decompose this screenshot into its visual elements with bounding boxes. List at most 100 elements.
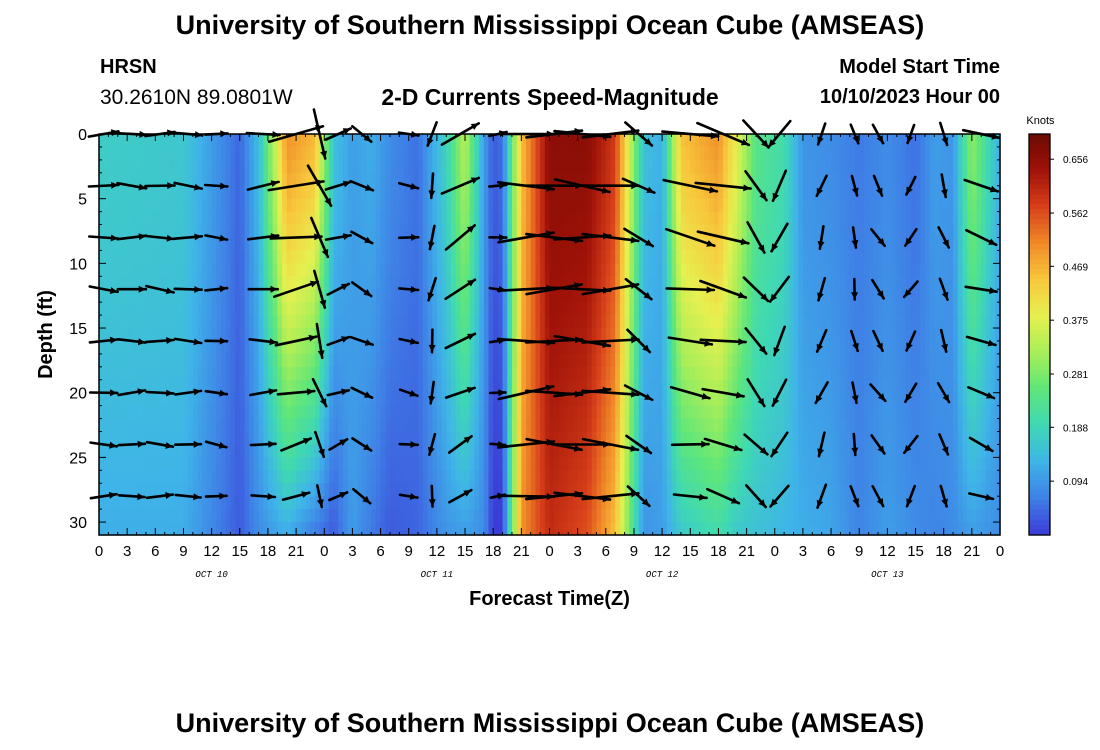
heatmap-cell bbox=[587, 457, 593, 471]
heatmap-cell bbox=[676, 340, 682, 355]
heatmap-cell bbox=[192, 353, 199, 368]
heatmap-cell bbox=[497, 431, 504, 446]
heatmap-cell bbox=[155, 263, 161, 277]
heatmap-cell bbox=[131, 353, 138, 368]
heatmap-cell bbox=[746, 392, 752, 407]
heatmap-cell bbox=[521, 444, 527, 458]
heatmap-cell bbox=[643, 250, 649, 264]
heatmap-cell bbox=[507, 353, 513, 368]
heatmap-cell bbox=[249, 483, 255, 497]
heatmap-cell bbox=[633, 405, 640, 420]
heatmap-cell bbox=[263, 328, 269, 342]
heatmap-cell bbox=[657, 470, 663, 484]
heatmap-cell bbox=[605, 431, 612, 446]
heatmap-cell bbox=[718, 522, 724, 536]
heatmap-cell bbox=[751, 328, 757, 342]
heatmap-cell bbox=[526, 276, 532, 290]
heatmap-cell bbox=[690, 315, 696, 329]
heatmap-cell bbox=[436, 444, 443, 458]
heatmap-cell bbox=[455, 496, 461, 510]
heatmap-cell bbox=[174, 289, 180, 303]
heatmap-cell bbox=[601, 302, 607, 316]
heatmap-cell bbox=[596, 237, 602, 252]
heatmap-cell bbox=[685, 172, 691, 187]
heatmap-cell bbox=[807, 496, 813, 510]
heatmap-cell bbox=[145, 405, 152, 420]
heatmap-cell bbox=[479, 457, 485, 471]
heatmap-cell bbox=[624, 366, 630, 381]
heatmap-cell bbox=[591, 198, 598, 213]
heatmap-cell bbox=[197, 340, 203, 355]
heatmap-cell bbox=[479, 405, 485, 420]
heatmap-cell bbox=[404, 444, 410, 458]
heatmap-cell bbox=[544, 302, 551, 316]
heatmap-cell bbox=[221, 198, 227, 213]
heatmap-cell bbox=[690, 185, 696, 200]
heatmap-cell bbox=[422, 418, 429, 433]
heatmap-cell bbox=[253, 392, 260, 407]
heatmap-cell bbox=[704, 263, 710, 277]
heatmap-cell bbox=[831, 134, 837, 148]
heatmap-cell bbox=[131, 509, 138, 523]
heatmap-cell bbox=[183, 134, 189, 148]
heatmap-cell bbox=[741, 185, 748, 200]
heatmap-cell bbox=[239, 302, 246, 316]
heatmap-cell bbox=[314, 211, 321, 226]
heatmap-cell bbox=[347, 353, 353, 368]
heatmap-cell bbox=[709, 211, 715, 226]
heatmap-cell bbox=[540, 444, 546, 458]
heatmap-cell bbox=[826, 237, 832, 252]
heatmap-cell bbox=[380, 328, 386, 342]
heatmap-cell bbox=[319, 366, 325, 381]
heatmap-cell bbox=[385, 315, 391, 329]
heatmap-cell bbox=[727, 392, 734, 407]
heatmap-cell bbox=[267, 405, 274, 420]
heatmap-cell bbox=[727, 470, 734, 484]
heatmap-cell bbox=[225, 224, 231, 239]
heatmap-cell bbox=[549, 405, 555, 420]
heatmap-cell bbox=[99, 366, 105, 381]
heatmap-cell bbox=[305, 457, 311, 471]
heatmap-cell bbox=[788, 392, 795, 407]
heatmap-cell bbox=[343, 159, 349, 174]
heatmap-cell bbox=[788, 198, 795, 213]
heatmap-cell bbox=[624, 340, 630, 355]
heatmap-cell bbox=[483, 392, 490, 407]
heatmap-cell bbox=[610, 444, 616, 458]
heatmap-cell bbox=[272, 237, 278, 252]
heatmap-cell bbox=[291, 185, 297, 200]
heatmap-cell bbox=[394, 289, 400, 303]
heatmap-cell bbox=[615, 237, 621, 252]
heatmap-cell bbox=[197, 405, 203, 420]
heatmap-cell bbox=[521, 392, 527, 407]
heatmap-cell bbox=[239, 237, 246, 252]
heatmap-cell bbox=[521, 470, 527, 484]
heatmap-cell bbox=[328, 483, 335, 497]
heatmap-cell bbox=[103, 237, 109, 252]
heatmap-cell bbox=[765, 328, 771, 342]
heatmap-cell bbox=[507, 470, 513, 484]
heatmap-cell bbox=[605, 146, 612, 161]
heatmap-cell bbox=[333, 328, 339, 342]
heatmap-cell bbox=[605, 237, 612, 252]
heatmap-cell bbox=[516, 302, 522, 316]
heatmap-cell bbox=[225, 418, 231, 433]
heatmap-cell bbox=[493, 263, 499, 277]
heatmap-cell bbox=[141, 172, 147, 187]
heatmap-cell bbox=[455, 302, 461, 316]
heatmap-cell bbox=[216, 470, 222, 484]
heatmap-cell bbox=[206, 457, 213, 471]
heatmap-cell bbox=[418, 250, 424, 264]
heatmap-cell bbox=[328, 470, 335, 484]
heatmap-cell bbox=[596, 302, 602, 316]
heatmap-cell bbox=[723, 224, 729, 239]
heatmap-cell bbox=[723, 211, 729, 226]
heatmap-cell bbox=[333, 379, 339, 394]
heatmap-cell bbox=[760, 509, 766, 523]
heatmap-cell bbox=[554, 134, 560, 148]
heatmap-cell bbox=[662, 224, 668, 239]
heatmap-cell bbox=[145, 289, 152, 303]
heatmap-cell bbox=[835, 379, 842, 394]
heatmap-cell bbox=[244, 418, 250, 433]
heatmap-cell bbox=[572, 483, 579, 497]
